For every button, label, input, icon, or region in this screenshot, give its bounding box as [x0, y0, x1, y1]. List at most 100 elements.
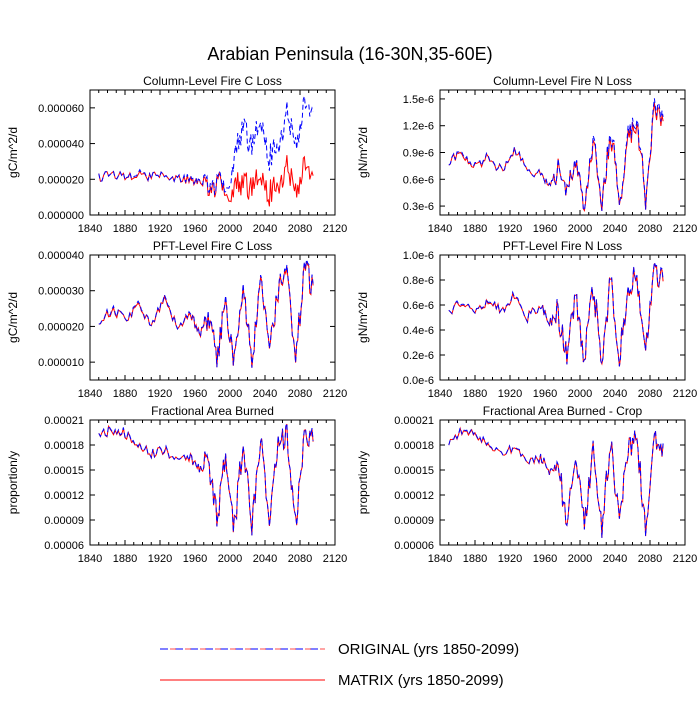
y-tick-label: 0.8e-6: [403, 275, 434, 287]
y-tick-label: 0.00009: [394, 515, 434, 527]
plot-frame: [439, 89, 686, 216]
y-tick-label: 0.00012: [44, 490, 84, 502]
y-axis-label: proportion/y: [356, 451, 370, 514]
y-tick-label: 0.00015: [44, 465, 84, 477]
x-tick-label: 2120: [323, 553, 347, 565]
x-tick-label: 2000: [218, 223, 242, 235]
y-tick-label: 0.00006: [394, 540, 434, 552]
y-tick-label: 0.6e-6: [403, 174, 434, 186]
series-original-line: [98, 259, 314, 368]
x-tick-label: 2120: [673, 223, 697, 235]
x-tick-label: 1880: [113, 553, 137, 565]
legend-original-label: ORIGINAL (yrs 1850-2099): [338, 641, 519, 658]
series-matrix-line: [448, 102, 664, 212]
x-tick-label: 2040: [603, 388, 627, 400]
panel-title: Column-Level Fire N Loss: [493, 74, 632, 88]
y-axis-label: proportion/y: [6, 451, 20, 514]
chart-panel-6: Fractional Area Burned - Crop proportion/…: [356, 404, 697, 565]
panel-title: Fractional Area Burned - Crop: [483, 404, 643, 418]
y-tick-label: 1.5e-6: [403, 94, 434, 106]
chart-panel-2: Column-Level Fire N Loss gN/m^2/d 1840 1880…: [356, 74, 697, 235]
panel-title: Fractional Area Burned: [151, 404, 274, 418]
series-original-line: [98, 423, 314, 536]
y-tick-label: 0.000000: [38, 210, 84, 222]
x-tick-label: 1880: [463, 223, 487, 235]
y-tick-label: 0.3e-6: [403, 201, 434, 213]
x-tick-label: 2000: [568, 553, 592, 565]
x-tick-label: 1840: [78, 388, 102, 400]
series-original-line: [448, 425, 664, 538]
y-tick-label: 0.2e-6: [403, 350, 434, 362]
y-axis-label: gC/m^2/d: [6, 127, 20, 178]
series-original-line: [98, 96, 314, 196]
x-tick-label: 2080: [288, 223, 312, 235]
y-tick-label: 0.6e-6: [403, 300, 434, 312]
x-tick-label: 1880: [463, 553, 487, 565]
y-tick-label: 0.000040: [38, 139, 84, 151]
x-tick-label: 1880: [113, 223, 137, 235]
plot-frame: [439, 419, 686, 546]
x-tick-label: 2080: [638, 553, 662, 565]
panel-title: PFT-Level Fire N Loss: [503, 239, 622, 253]
x-tick-label: 1840: [78, 223, 102, 235]
x-tick-label: 1960: [183, 388, 207, 400]
x-tick-label: 2120: [323, 223, 347, 235]
x-tick-label: 1960: [183, 553, 207, 565]
y-axis-label: gN/m^2/d: [356, 292, 370, 343]
x-tick-label: 1840: [78, 553, 102, 565]
x-tick-label: 2080: [638, 388, 662, 400]
y-tick-label: 0.00018: [394, 440, 434, 452]
x-tick-label: 1920: [498, 223, 522, 235]
y-tick-label: 0.000040: [38, 250, 84, 262]
x-tick-label: 1960: [533, 388, 557, 400]
x-tick-label: 2120: [673, 388, 697, 400]
figure-title: Arabian Peninsula (16-30N,35-60E): [207, 44, 492, 64]
panel-title: Column-Level Fire C Loss: [143, 74, 282, 88]
y-tick-label: 0.00018: [44, 440, 84, 452]
x-tick-label: 2040: [603, 553, 627, 565]
x-tick-label: 1920: [148, 223, 172, 235]
y-axis-label: gC/m^2/d: [6, 292, 20, 343]
x-tick-label: 2080: [288, 553, 312, 565]
y-tick-label: 0.000020: [38, 321, 84, 333]
panel-title: PFT-Level Fire C Loss: [153, 239, 272, 253]
x-tick-label: 2000: [218, 553, 242, 565]
x-tick-label: 2040: [603, 223, 627, 235]
x-tick-label: 1960: [183, 223, 207, 235]
x-tick-label: 1880: [463, 388, 487, 400]
x-tick-label: 1960: [533, 223, 557, 235]
x-tick-label: 2000: [568, 223, 592, 235]
plot-frame: [89, 89, 336, 216]
legend: ORIGINAL (yrs 1850-2099) MATRIX (yrs 185…: [160, 641, 519, 689]
x-tick-label: 1840: [428, 553, 452, 565]
x-tick-label: 2080: [288, 388, 312, 400]
y-tick-label: 0.00021: [394, 415, 434, 427]
x-tick-label: 2000: [218, 388, 242, 400]
x-tick-label: 1920: [498, 388, 522, 400]
chart-panel-3: PFT-Level Fire C Loss gC/m^2/d 1840 1880 192…: [6, 239, 347, 400]
y-tick-label: 1.2e-6: [403, 121, 434, 133]
y-tick-label: 0.0e-6: [403, 375, 434, 387]
y-tick-label: 0.000010: [38, 357, 84, 369]
y-tick-label: 1.0e-6: [403, 250, 434, 262]
x-tick-label: 2120: [323, 388, 347, 400]
x-tick-label: 2040: [253, 388, 277, 400]
y-tick-label: 0.00015: [394, 465, 434, 477]
series-matrix-line: [98, 260, 314, 368]
x-tick-label: 1840: [428, 388, 452, 400]
x-tick-label: 2040: [253, 223, 277, 235]
y-tick-label: 0.000060: [38, 103, 84, 115]
chart-panel-5: Fractional Area Burned proportion/y 1840 18…: [6, 404, 347, 565]
y-tick-label: 0.00021: [44, 415, 84, 427]
y-tick-label: 0.9e-6: [403, 148, 434, 160]
y-tick-label: 0.000020: [38, 174, 84, 186]
x-tick-label: 2000: [568, 388, 592, 400]
x-tick-label: 2040: [253, 553, 277, 565]
series-original-line: [448, 98, 664, 213]
series-original-line: [448, 262, 664, 367]
y-tick-label: 0.00012: [394, 490, 434, 502]
chart-panel-1: Column-Level Fire C Loss gC/m^2/d 1840 1880…: [6, 74, 347, 235]
y-axis-label: gN/m^2/d: [356, 127, 370, 178]
